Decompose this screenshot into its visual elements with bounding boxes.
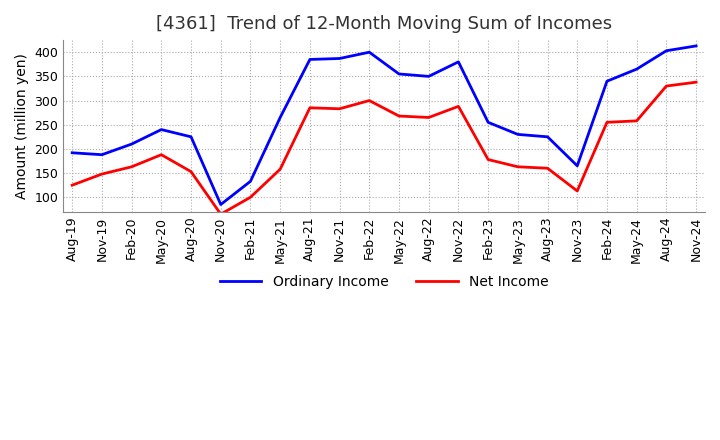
Net Income xyxy=(662,84,671,89)
Net Income xyxy=(395,114,403,119)
Line: Net Income: Net Income xyxy=(72,82,696,214)
Net Income xyxy=(68,183,76,188)
Net Income xyxy=(543,165,552,171)
Ordinary Income xyxy=(603,79,611,84)
Ordinary Income xyxy=(305,57,314,62)
Net Income xyxy=(336,106,344,111)
Net Income xyxy=(484,157,492,162)
Y-axis label: Amount (million yen): Amount (million yen) xyxy=(15,53,29,199)
Net Income xyxy=(305,105,314,110)
Net Income xyxy=(276,167,284,172)
Ordinary Income xyxy=(68,150,76,155)
Ordinary Income xyxy=(98,152,107,158)
Ordinary Income xyxy=(513,132,522,137)
Ordinary Income xyxy=(395,71,403,77)
Net Income xyxy=(186,169,195,174)
Ordinary Income xyxy=(336,56,344,61)
Net Income xyxy=(424,115,433,120)
Ordinary Income xyxy=(662,48,671,53)
Ordinary Income xyxy=(246,179,255,184)
Net Income xyxy=(127,164,136,169)
Net Income xyxy=(98,172,107,177)
Ordinary Income xyxy=(573,163,582,169)
Title: [4361]  Trend of 12-Month Moving Sum of Incomes: [4361] Trend of 12-Month Moving Sum of I… xyxy=(156,15,612,33)
Ordinary Income xyxy=(157,127,166,132)
Ordinary Income xyxy=(632,66,641,72)
Net Income xyxy=(217,212,225,217)
Legend: Ordinary Income, Net Income: Ordinary Income, Net Income xyxy=(215,269,554,294)
Ordinary Income xyxy=(365,50,374,55)
Net Income xyxy=(365,98,374,103)
Ordinary Income xyxy=(186,134,195,139)
Ordinary Income xyxy=(543,134,552,139)
Ordinary Income xyxy=(127,141,136,147)
Net Income xyxy=(513,164,522,169)
Ordinary Income xyxy=(276,115,284,120)
Net Income xyxy=(246,194,255,200)
Net Income xyxy=(603,120,611,125)
Ordinary Income xyxy=(424,74,433,79)
Ordinary Income xyxy=(217,202,225,207)
Net Income xyxy=(632,118,641,124)
Ordinary Income xyxy=(692,43,701,48)
Ordinary Income xyxy=(454,59,463,65)
Net Income xyxy=(157,152,166,158)
Net Income xyxy=(573,188,582,194)
Net Income xyxy=(454,104,463,109)
Ordinary Income xyxy=(484,120,492,125)
Net Income xyxy=(692,80,701,85)
Line: Ordinary Income: Ordinary Income xyxy=(72,46,696,205)
